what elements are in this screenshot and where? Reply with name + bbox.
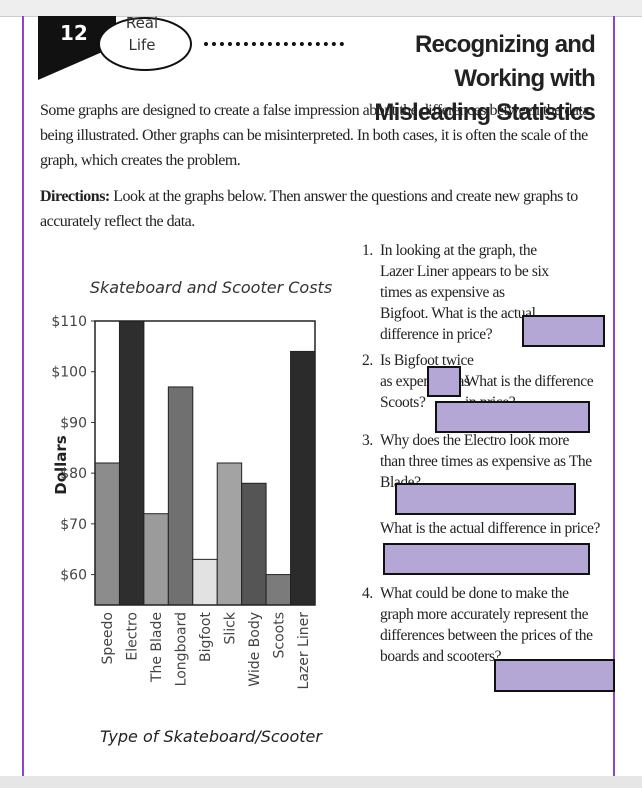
scrollbar[interactable] <box>0 776 642 788</box>
y-tick-label: $110 <box>51 314 87 330</box>
badge-oval <box>98 17 192 71</box>
badge-text: Real <box>126 16 158 32</box>
question-text: What could be done to make the graph mor… <box>380 585 593 665</box>
chart: Skateboard and Scooter Costs Dollars Typ… <box>51 278 332 746</box>
bar <box>94 462 120 606</box>
answer-box[interactable] <box>383 543 590 575</box>
x-tick-label: The Blade <box>149 612 165 683</box>
y-tick-label: $100 <box>51 365 87 381</box>
directions: Directions: Look at the graphs below. Th… <box>40 184 600 234</box>
x-tick-label: Bigfoot <box>198 611 214 661</box>
answer-box[interactable] <box>395 483 576 515</box>
question-number: 3. <box>362 432 373 449</box>
x-tick-label: Slick <box>222 611 238 644</box>
y-tick-label: $80 <box>60 466 87 482</box>
bar <box>265 574 292 606</box>
x-tick-label: Speedo <box>100 612 116 664</box>
bar <box>216 462 243 606</box>
bar <box>241 482 267 606</box>
bar <box>118 320 145 606</box>
x-tick-label: Scoots <box>271 612 287 659</box>
bar <box>143 513 169 606</box>
header-badge: 12 Real Life <box>38 16 192 80</box>
x-tick-label: Lazer Liner <box>296 612 312 690</box>
ruler <box>0 0 642 17</box>
bar <box>290 350 316 606</box>
question-number: 1. <box>362 242 373 259</box>
bar <box>167 386 194 606</box>
directions-label: Directions: <box>40 188 110 205</box>
lesson-number: 12 <box>60 21 88 45</box>
x-tick-label: Longboard <box>174 612 190 686</box>
number-flag <box>38 16 116 80</box>
x-axis-label: Type of Skateboard/Scooter <box>100 727 323 746</box>
y-tick-label: $60 <box>60 568 87 584</box>
chart-title: Skateboard and Scooter Costs <box>90 278 332 297</box>
dotted-leader <box>204 42 344 46</box>
answer-box[interactable] <box>427 366 461 397</box>
title: Recognizing and Working with Misleading … <box>374 31 595 126</box>
plot-frame <box>94 320 316 606</box>
directions-text: Look at the graphs below. Then answer th… <box>40 188 578 230</box>
question-text: What is the actual difference in price? <box>380 520 600 537</box>
question: 1. In looking at the graph, the Lazer Lin… <box>362 240 590 345</box>
answer-box[interactable] <box>522 315 605 347</box>
intro: Some graphs are designed to create a fal… <box>40 102 590 169</box>
y-axis-label: Dollars <box>52 435 70 495</box>
x-tick-label: Wide Body <box>247 612 263 687</box>
answer-box[interactable] <box>494 659 615 692</box>
question: 4. What could be done to make the graph m… <box>362 583 593 667</box>
bar <box>192 558 218 606</box>
question-number: 2. <box>362 352 373 369</box>
question-number: 4. <box>362 585 373 602</box>
x-tick-label: Electro <box>125 612 141 661</box>
margin-line <box>613 16 615 776</box>
badge-text: Life <box>128 36 155 54</box>
question-text: In looking at the graph, the Lazer Liner… <box>380 242 549 343</box>
y-tick-label: $90 <box>60 415 87 431</box>
margin-line <box>22 16 24 776</box>
y-tick-label: $70 <box>60 517 87 533</box>
answer-box[interactable] <box>435 401 590 433</box>
